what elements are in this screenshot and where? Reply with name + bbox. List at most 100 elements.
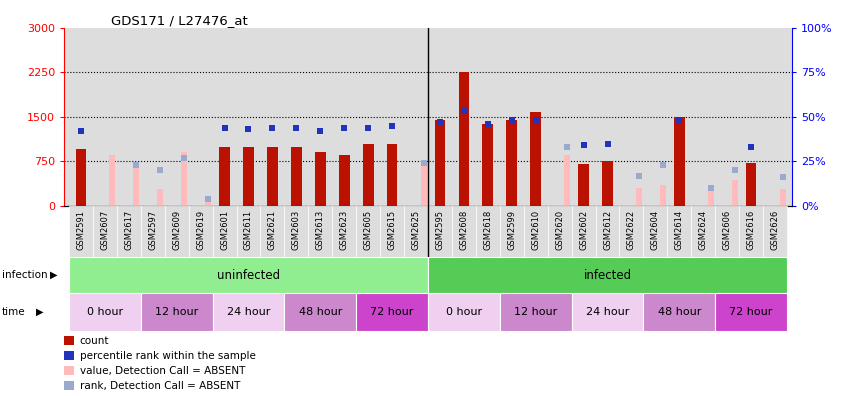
- Text: rank, Detection Call = ABSENT: rank, Detection Call = ABSENT: [80, 381, 240, 391]
- Bar: [716, 206, 739, 257]
- Bar: [780, 189, 786, 206]
- Text: GSM2601: GSM2601: [220, 210, 229, 250]
- Text: GSM2622: GSM2622: [627, 210, 636, 250]
- Bar: [134, 164, 140, 206]
- Text: GSM2608: GSM2608: [460, 210, 468, 250]
- Bar: [572, 206, 596, 257]
- Text: GSM2614: GSM2614: [675, 210, 684, 250]
- Bar: [476, 206, 500, 257]
- Bar: [739, 206, 763, 257]
- Bar: [110, 155, 116, 206]
- Text: GSM2624: GSM2624: [698, 210, 708, 250]
- Text: GSM2618: GSM2618: [484, 210, 492, 250]
- Bar: [763, 206, 787, 257]
- Text: GSM2599: GSM2599: [508, 210, 516, 250]
- Text: GSM2610: GSM2610: [532, 210, 540, 250]
- Bar: [674, 117, 685, 206]
- Bar: [158, 189, 163, 206]
- Text: 0 hour: 0 hour: [86, 307, 123, 317]
- Text: 12 hour: 12 hour: [155, 307, 199, 317]
- Text: GSM2621: GSM2621: [268, 210, 277, 250]
- Text: GDS171 / L27476_at: GDS171 / L27476_at: [111, 14, 248, 27]
- Text: GSM2607: GSM2607: [100, 210, 110, 250]
- Bar: [644, 206, 668, 257]
- Text: GSM2615: GSM2615: [388, 210, 396, 250]
- Bar: [387, 143, 397, 206]
- Bar: [140, 293, 212, 331]
- Bar: [69, 206, 93, 257]
- Bar: [428, 206, 452, 257]
- Bar: [620, 206, 644, 257]
- Text: ▶: ▶: [50, 270, 57, 280]
- Text: GSM2597: GSM2597: [148, 210, 158, 250]
- Text: uninfected: uninfected: [217, 269, 280, 282]
- Bar: [483, 124, 493, 206]
- Bar: [219, 147, 230, 206]
- Text: time: time: [2, 307, 26, 317]
- Text: GSM2619: GSM2619: [196, 210, 205, 250]
- Bar: [602, 162, 613, 206]
- Bar: [428, 257, 787, 293]
- Bar: [332, 206, 356, 257]
- Bar: [578, 164, 589, 206]
- Text: value, Detection Call = ABSENT: value, Detection Call = ABSENT: [80, 366, 245, 376]
- Text: 72 hour: 72 hour: [729, 307, 773, 317]
- Bar: [291, 147, 302, 206]
- Text: GSM2623: GSM2623: [340, 210, 348, 250]
- Bar: [93, 206, 117, 257]
- Bar: [267, 147, 278, 206]
- Text: infected: infected: [584, 269, 632, 282]
- Bar: [356, 293, 428, 331]
- Text: 24 hour: 24 hour: [227, 307, 270, 317]
- Text: GSM2620: GSM2620: [556, 210, 564, 250]
- Bar: [404, 206, 428, 257]
- Text: GSM2603: GSM2603: [292, 210, 300, 250]
- Bar: [636, 188, 642, 206]
- Bar: [500, 293, 572, 331]
- Text: 48 hour: 48 hour: [657, 307, 701, 317]
- Bar: [459, 72, 469, 206]
- Bar: [420, 163, 426, 206]
- Bar: [212, 293, 284, 331]
- Text: GSM2602: GSM2602: [579, 210, 588, 250]
- Text: 12 hour: 12 hour: [514, 307, 557, 317]
- Text: GSM2625: GSM2625: [412, 210, 420, 250]
- Bar: [315, 152, 325, 206]
- Bar: [507, 120, 517, 206]
- Text: GSM2613: GSM2613: [316, 210, 324, 250]
- Text: GSM2612: GSM2612: [603, 210, 612, 250]
- Text: percentile rank within the sample: percentile rank within the sample: [80, 350, 255, 361]
- Bar: [380, 206, 404, 257]
- Bar: [732, 181, 738, 206]
- Bar: [452, 206, 476, 257]
- Bar: [260, 206, 284, 257]
- Bar: [243, 147, 254, 206]
- Bar: [363, 143, 373, 206]
- Text: GSM2606: GSM2606: [722, 210, 732, 250]
- Text: GSM2626: GSM2626: [770, 210, 780, 250]
- Bar: [308, 206, 332, 257]
- Bar: [69, 257, 428, 293]
- Bar: [596, 206, 620, 257]
- Text: 24 hour: 24 hour: [586, 307, 629, 317]
- Text: infection: infection: [2, 270, 47, 280]
- Bar: [716, 293, 787, 331]
- Text: GSM2591: GSM2591: [76, 210, 86, 250]
- Bar: [339, 155, 349, 206]
- Bar: [188, 206, 212, 257]
- Bar: [692, 206, 716, 257]
- Bar: [205, 197, 211, 206]
- Bar: [164, 206, 188, 257]
- Text: GSM2604: GSM2604: [651, 210, 660, 250]
- Bar: [75, 149, 86, 206]
- Bar: [708, 191, 714, 206]
- Text: GSM2605: GSM2605: [364, 210, 372, 250]
- Bar: [500, 206, 524, 257]
- Text: count: count: [80, 335, 109, 346]
- Bar: [140, 206, 164, 257]
- Bar: [356, 206, 380, 257]
- Text: GSM2616: GSM2616: [746, 210, 756, 250]
- Bar: [236, 206, 260, 257]
- Bar: [117, 206, 140, 257]
- Bar: [428, 293, 500, 331]
